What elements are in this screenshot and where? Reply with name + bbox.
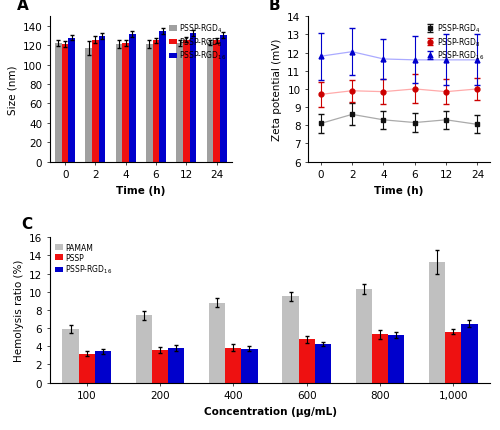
Text: A: A (18, 0, 29, 13)
Bar (116, 45, 122, 162)
Text: B: B (268, 0, 280, 13)
Legend: PAMAM, PSSP, PSSP-RGD$_{16}$: PAMAM, PSSP, PSSP-RGD$_{16}$ (54, 242, 114, 277)
Bar (62, 329, 78, 383)
Bar (86, 49, 92, 162)
Bar (122, 44, 129, 162)
Bar (298, 340, 314, 383)
Bar (92, 40, 99, 162)
Bar (429, 262, 446, 383)
Bar (176, 44, 183, 162)
Bar (68, 38, 75, 162)
Bar (446, 332, 462, 383)
Bar (160, 32, 166, 162)
Bar (209, 303, 226, 383)
Bar (242, 349, 258, 383)
Bar (190, 34, 196, 162)
Bar (372, 335, 388, 383)
Bar (282, 297, 298, 383)
Y-axis label: Hemolysis ratio (%): Hemolysis ratio (%) (14, 259, 24, 361)
X-axis label: Concentration (μg/mL): Concentration (μg/mL) (204, 406, 336, 416)
Bar (146, 45, 152, 162)
Bar (168, 348, 184, 383)
Bar (129, 34, 136, 162)
Bar (214, 41, 220, 162)
Y-axis label: Zeta potential (mV): Zeta potential (mV) (272, 39, 281, 141)
Bar (314, 344, 331, 383)
Bar (62, 45, 68, 162)
X-axis label: Time (h): Time (h) (116, 185, 166, 195)
Bar (136, 316, 152, 383)
Bar (206, 43, 214, 162)
Bar (99, 37, 105, 162)
Bar (462, 324, 477, 383)
Bar (55, 44, 62, 162)
Y-axis label: Size (nm): Size (nm) (7, 65, 17, 114)
Bar (220, 36, 226, 162)
Bar (356, 289, 372, 383)
Bar (152, 350, 168, 383)
Legend: PSSP-RGD$_4$, PSSP-RGD$_8$, PSSP-RGD$_{16}$: PSSP-RGD$_4$, PSSP-RGD$_8$, PSSP-RGD$_{1… (168, 21, 228, 64)
Legend: PSSP-RGD$_4$, PSSP-RGD$_8$, PSSP-RGD$_{16}$: PSSP-RGD$_4$, PSSP-RGD$_8$, PSSP-RGD$_{1… (424, 21, 486, 64)
Bar (94, 351, 111, 383)
X-axis label: Time (h): Time (h) (374, 185, 424, 195)
Text: C: C (22, 217, 32, 232)
Bar (183, 40, 190, 162)
Bar (388, 335, 404, 383)
Bar (152, 41, 160, 162)
Bar (226, 348, 242, 383)
Bar (78, 354, 94, 383)
